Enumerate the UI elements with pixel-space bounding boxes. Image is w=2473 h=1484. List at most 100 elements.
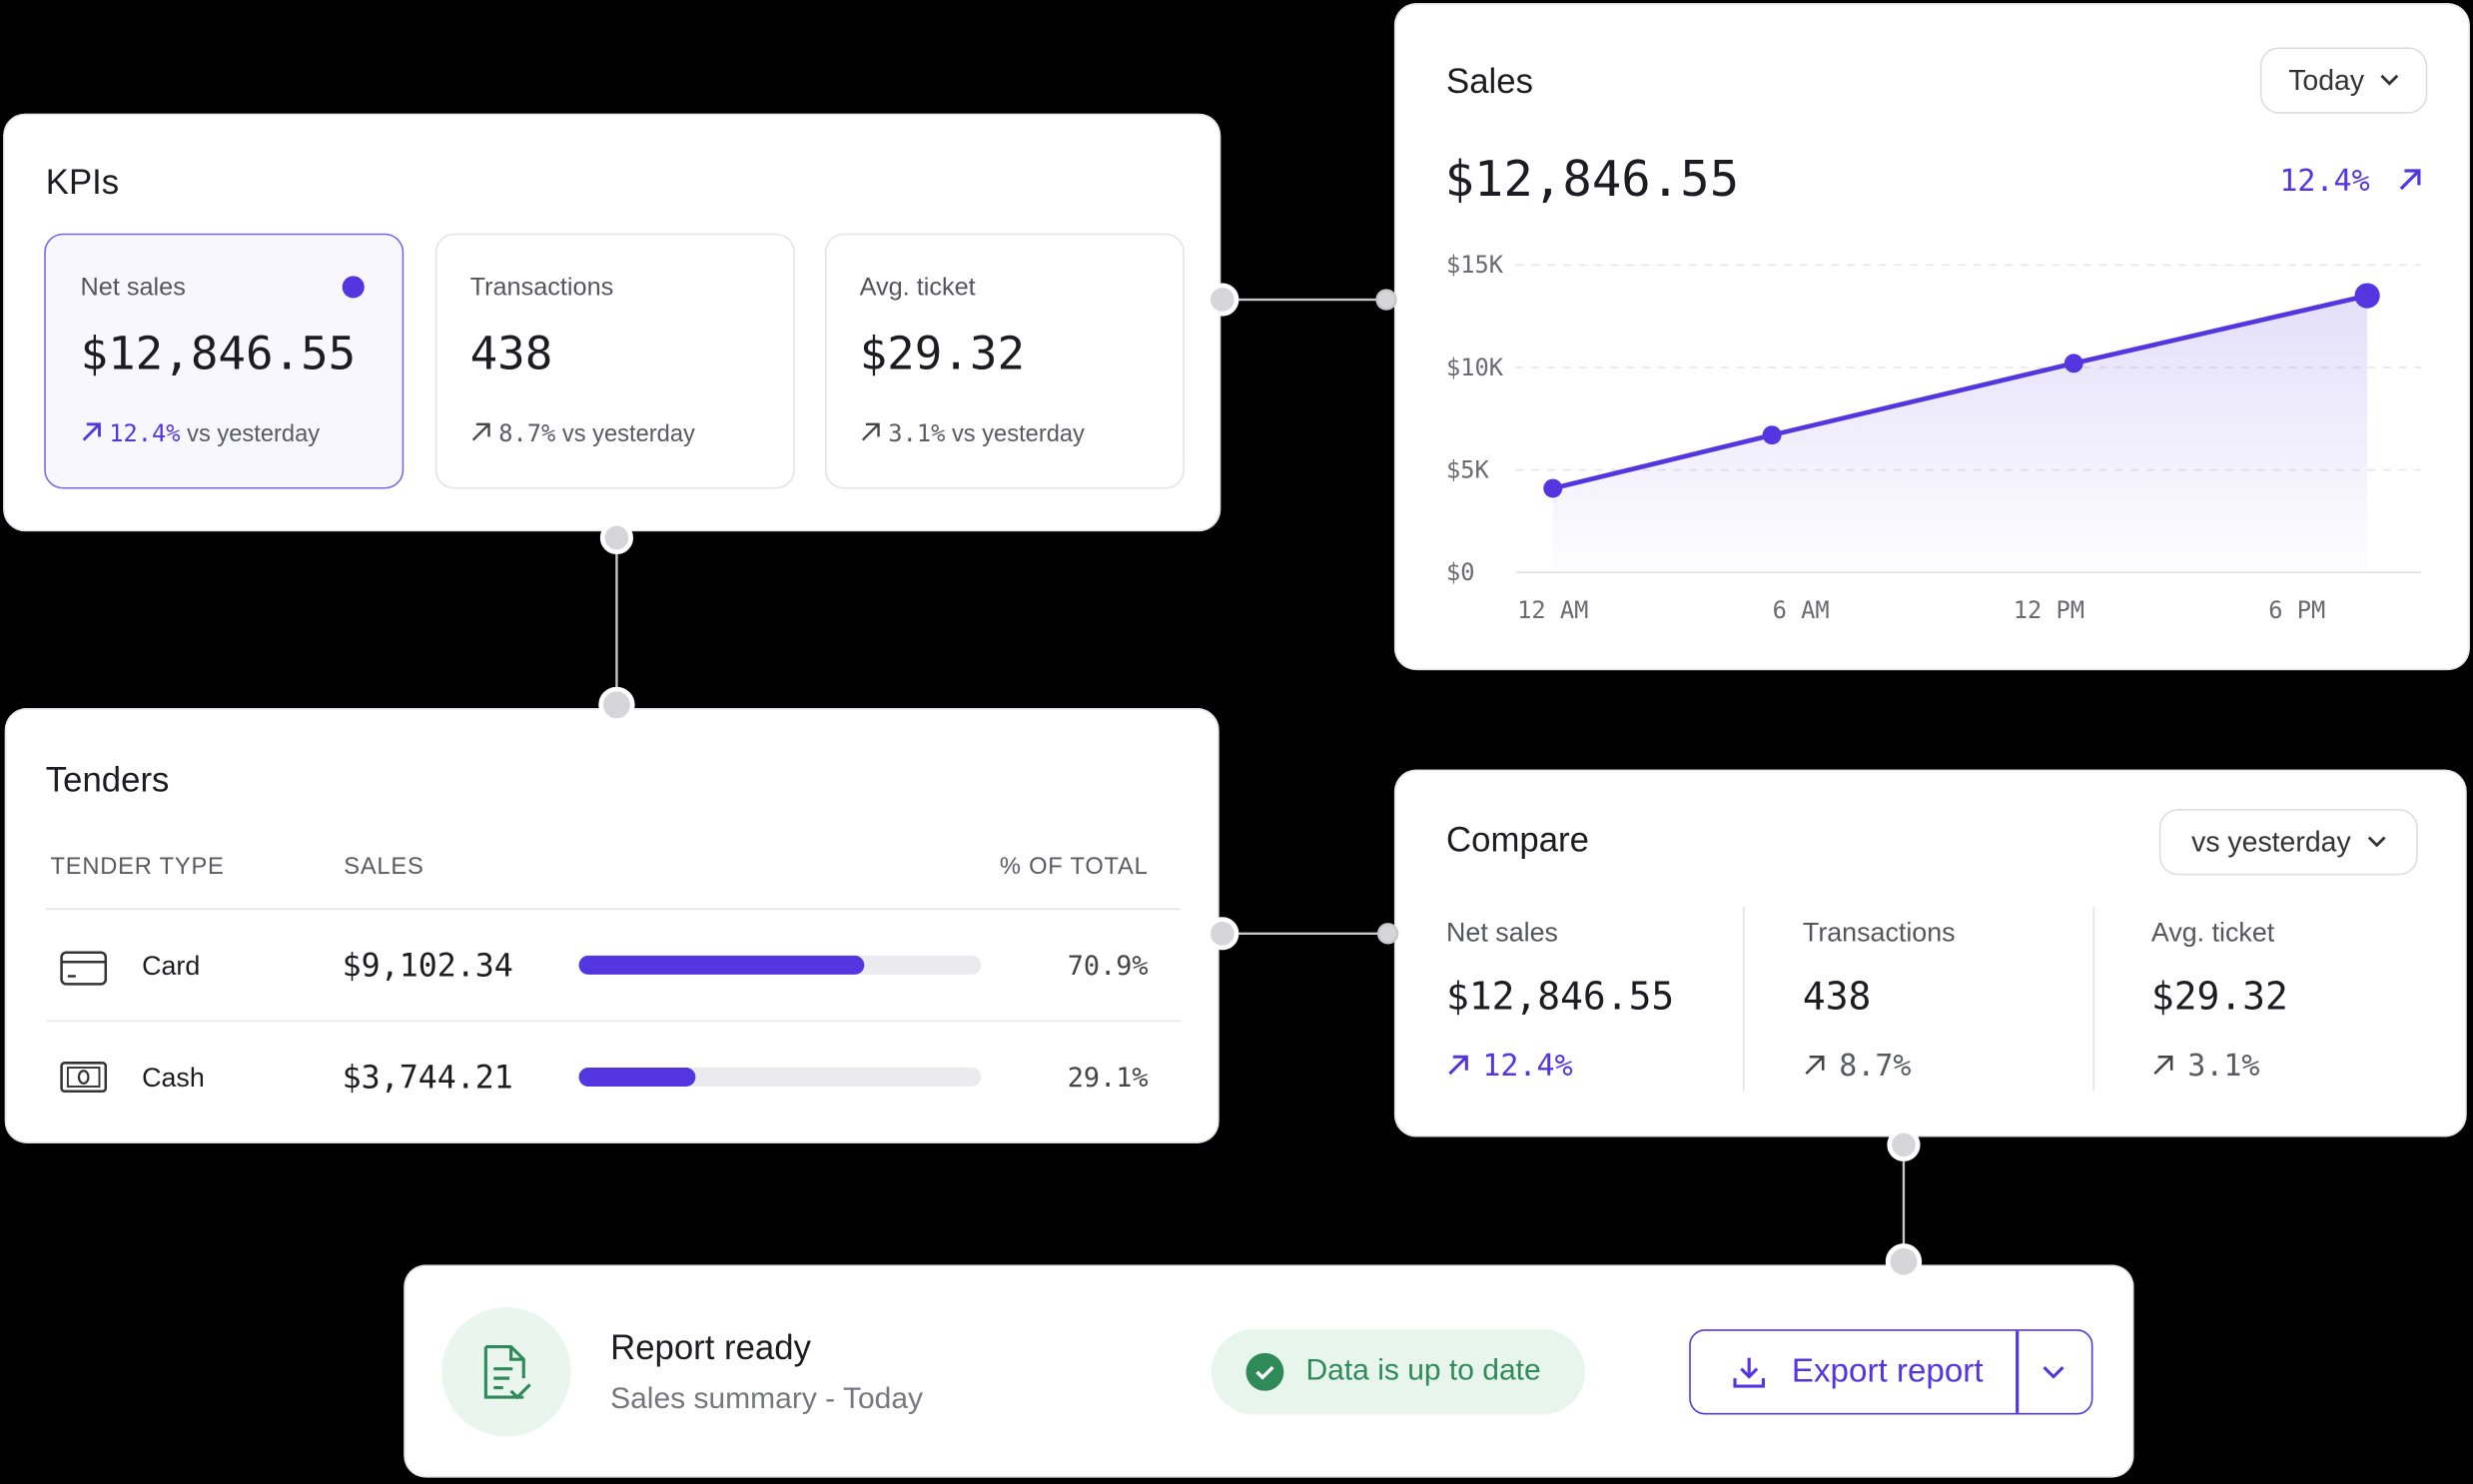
status-pill: Data is up to date bbox=[1211, 1329, 1585, 1415]
y-tick-label: $5K bbox=[1446, 455, 1490, 483]
kpi-card[interactable]: Avg. ticket $29.32 3.1% vs yesterday bbox=[824, 233, 1185, 489]
selected-dot bbox=[342, 276, 365, 299]
compare-title: Compare bbox=[1446, 820, 1589, 860]
y-tick-label: $15K bbox=[1446, 251, 1504, 279]
kpi-note: vs yesterday bbox=[561, 420, 695, 448]
report-icon-bg bbox=[441, 1307, 571, 1437]
kpi-card[interactable]: Transactions 438 8.7% vs yesterday bbox=[434, 233, 795, 489]
x-tick-label: 12 AM bbox=[1517, 596, 1588, 624]
kpi-note: vs yesterday bbox=[951, 420, 1085, 448]
kpi-label: Avg. ticket bbox=[859, 274, 976, 302]
kpi-card[interactable]: Net sales $12,846.55 12.4% vs yesterday bbox=[44, 233, 405, 489]
arrow-icon bbox=[2153, 1055, 2173, 1076]
tender-share: 29.1% bbox=[1067, 1063, 1149, 1095]
tender-sales: $9,102.34 bbox=[342, 946, 513, 985]
export-button[interactable]: Export report bbox=[1689, 1329, 2093, 1415]
point bbox=[2354, 283, 2380, 309]
kpi-value: $12,846.55 bbox=[80, 326, 357, 380]
metric-change: 3.1% bbox=[2187, 1049, 2260, 1084]
column-header: % OF TOTAL bbox=[999, 853, 1149, 881]
report-title: Report ready bbox=[610, 1327, 811, 1368]
arrow-icon bbox=[2399, 169, 2421, 191]
line bbox=[1552, 293, 2368, 491]
divider bbox=[2092, 906, 2095, 1092]
card-icon bbox=[60, 951, 108, 986]
arrow-icon bbox=[1805, 1055, 1825, 1076]
sales-total: $12,846.55 bbox=[1444, 151, 1740, 209]
divider bbox=[1742, 906, 1745, 1092]
report-icon bbox=[483, 1344, 531, 1400]
chevron[interactable] bbox=[2043, 1365, 2064, 1380]
compare-dropdown[interactable]: vs yesterday bbox=[2158, 809, 2418, 876]
column-header: SALES bbox=[344, 853, 424, 881]
x-tick-label: 6 AM bbox=[1773, 596, 1830, 624]
export-label: Export report bbox=[1791, 1352, 1984, 1390]
kpi-change-row: 8.7% vs yesterday bbox=[470, 419, 695, 447]
report-subtitle: Sales summary - Today bbox=[610, 1382, 924, 1417]
arrow-icon bbox=[82, 422, 101, 441]
metric-label: Avg. ticket bbox=[2150, 918, 2275, 949]
download-icon bbox=[1733, 1357, 1766, 1388]
kpis-title: KPIs bbox=[45, 162, 120, 203]
tenders-title: Tenders bbox=[45, 760, 170, 800]
kpi-change-row: 12.4% vs yesterday bbox=[81, 419, 321, 448]
kpi-change: 8.7% bbox=[498, 419, 556, 448]
metric-change: 8.7% bbox=[1839, 1049, 1912, 1084]
metric-value: $12,846.55 bbox=[1446, 974, 1675, 1020]
metric-change-row: 3.1% bbox=[2151, 1049, 2260, 1084]
connectors bbox=[598, 283, 1923, 1280]
metric-value: 438 bbox=[1802, 974, 1872, 1020]
kpi-value: 438 bbox=[469, 326, 553, 380]
area bbox=[1552, 296, 2368, 573]
status-text: Data is up to date bbox=[1305, 1354, 1541, 1388]
tender-share: 70.9% bbox=[1067, 951, 1149, 983]
compare-card: Compare vs yesterday Net sales $12,846.5… bbox=[1393, 769, 2467, 1137]
arrow-icon bbox=[471, 422, 490, 441]
dropdown-label: vs yesterday bbox=[2191, 825, 2351, 858]
report-card: Report ready Sales summary - Today Data … bbox=[404, 1264, 2134, 1478]
tender-type: Card bbox=[142, 951, 201, 982]
share-track bbox=[578, 955, 982, 975]
tender-type: Cash bbox=[142, 1063, 205, 1094]
arrow-icon bbox=[1448, 1055, 1468, 1076]
divider bbox=[45, 908, 1181, 911]
metric-change-row: 12.4% bbox=[1446, 1049, 1573, 1084]
tenders-card: Tenders TENDER TYPE SALES % OF TOTAL Car… bbox=[4, 708, 1220, 1143]
x-tick-label: 6 PM bbox=[2268, 596, 2325, 624]
y-tick-label: $0 bbox=[1446, 558, 1475, 586]
kpi-label: Transactions bbox=[469, 274, 614, 302]
arrow-icon bbox=[861, 422, 880, 441]
metric-value: $29.32 bbox=[2150, 974, 2288, 1020]
cash-icon bbox=[60, 1062, 108, 1094]
share-track bbox=[578, 1068, 982, 1087]
sales-change: 12.4% bbox=[2279, 164, 2370, 199]
dropdown-label: Today bbox=[2288, 63, 2365, 96]
y-tick-label: $10K bbox=[1446, 354, 1504, 381]
kpi-change: 3.1% bbox=[888, 419, 946, 448]
point bbox=[1762, 425, 1782, 445]
tender-sales: $3,744.21 bbox=[342, 1058, 513, 1097]
button-divider bbox=[2016, 1330, 2019, 1413]
chevron bbox=[2380, 74, 2399, 86]
metric-label: Net sales bbox=[1446, 918, 1558, 949]
column-header: TENDER TYPE bbox=[50, 853, 225, 881]
share-bar bbox=[578, 1068, 696, 1087]
chevron bbox=[2367, 836, 2385, 848]
x-tick-label: 12 PM bbox=[2014, 596, 2084, 624]
kpi-value: $29.32 bbox=[859, 326, 1026, 380]
check-icon bbox=[1245, 1352, 1284, 1391]
metric-label: Transactions bbox=[1802, 918, 1956, 949]
metric-change: 12.4% bbox=[1482, 1049, 1573, 1084]
share-bar bbox=[578, 955, 865, 975]
sales-title: Sales bbox=[1446, 61, 1533, 102]
kpi-change: 12.4% bbox=[109, 419, 181, 448]
divider bbox=[45, 1020, 1181, 1023]
metric-change-row: 8.7% bbox=[1803, 1049, 1912, 1084]
point bbox=[2063, 354, 2083, 373]
kpi-note: vs yesterday bbox=[187, 420, 321, 448]
sales-change-row: 12.4% bbox=[2279, 164, 2422, 199]
period-dropdown[interactable]: Today bbox=[2259, 47, 2428, 114]
kpi-label: Net sales bbox=[80, 274, 186, 302]
